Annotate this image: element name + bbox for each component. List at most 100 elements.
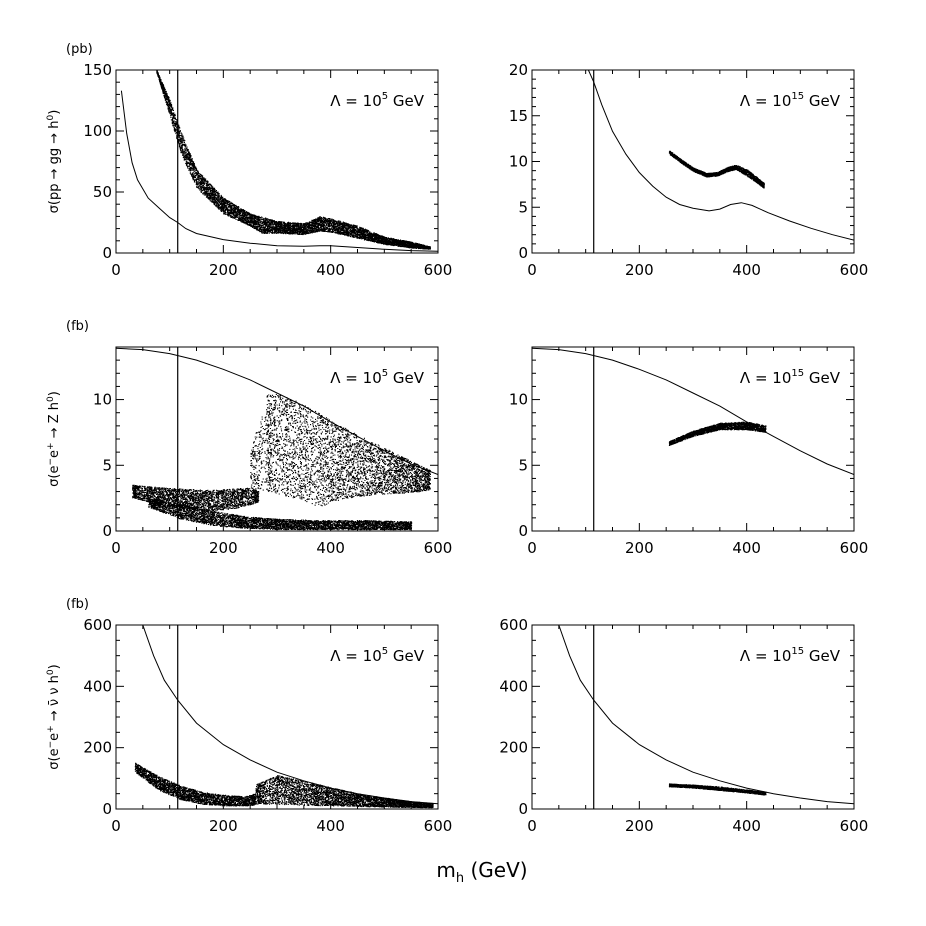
y-tick-label: 600 [499,616,528,634]
x-tick-label: 200 [209,817,238,835]
x-tick-label: 400 [732,261,761,279]
y-tick-label: 200 [83,739,112,757]
scatter-point [156,70,431,250]
x-axis-title-main: m [436,858,455,882]
y-axis-title-part: 0 [46,396,56,402]
scatter-point [668,783,767,796]
panel-vvh-low: 0 200 400 600 0 200 400 600 Λ = 105 GeV [83,616,452,835]
x-tick-label: 200 [625,817,654,835]
lambda-annotation-prefix: Λ = 10 [330,92,381,110]
y-tick-label: 0 [102,800,112,818]
y-tick-label: 400 [499,677,528,695]
sm-curve [532,347,854,475]
y-tick-label: 10 [509,153,528,171]
x-tick-label: 0 [527,539,537,557]
y-tick-label: 5 [102,456,112,474]
axis-ticks [115,69,439,254]
lambda-annotation-suffix: GeV [388,647,425,665]
y-axis-title-part: → Z h [47,402,62,442]
lambda-annotation: Λ = 1015 GeV [740,91,841,110]
lambda-annotation-exp: 15 [791,368,804,379]
x-tick-label: 400 [316,817,345,835]
lambda-annotation-exp: 15 [791,91,804,102]
y-tick-label: 10 [509,391,528,409]
lambda-annotation-exp: 15 [791,646,804,657]
axis-ticks [115,346,439,532]
sm-curve [116,347,438,475]
y-tick-label: 0 [102,244,112,262]
x-tick-label: 600 [424,539,453,557]
y-axis-title-part: e [47,450,62,458]
x-tick-label: 200 [625,261,654,279]
unit-label: (fb) [66,597,89,612]
scatter-point [668,150,765,189]
scatter-point [668,421,767,447]
scatter-point [250,407,270,492]
scatter-points [668,783,767,796]
y-axis-title-part: σ(e [47,466,62,487]
sm-curve [587,70,854,241]
sm-curve [558,625,854,805]
y-tick-label: 100 [83,122,112,140]
x-tick-label: 0 [527,817,537,835]
lambda-annotation-suffix: GeV [804,369,841,387]
lambda-annotation: Λ = 105 GeV [330,368,424,387]
unit-label: (pb) [66,42,93,57]
x-tick-label: 600 [424,261,453,279]
x-tick-label: 400 [732,539,761,557]
y-axis-title-part: − [46,741,56,749]
y-tick-label: 0 [518,244,528,262]
axis-ticks [531,346,855,532]
x-tick-label: 400 [316,539,345,557]
y-axis-title-part: 0 [46,669,56,675]
unit-label: (fb) [66,319,89,334]
x-tick-label: 0 [111,261,121,279]
lambda-annotation-exp: 5 [382,368,388,379]
lambda-annotation-prefix: Λ = 10 [740,92,791,110]
y-axis-title-part: ) [47,391,62,396]
lambda-annotation-prefix: Λ = 10 [740,647,791,665]
lambda-annotation-exp: 5 [382,646,388,657]
y-axis-title-part: ) [47,664,62,669]
lambda-annotation: Λ = 1015 GeV [740,646,841,665]
sm-curve [120,90,438,252]
panel-ggh-low: 0 200 400 600 0 50 100 150 Λ = 105 GeV [83,61,452,279]
x-tick-label: 600 [840,539,869,557]
y-axis-title-part: 0 [46,114,56,120]
x-axis-title-sub: h [456,871,464,886]
panel-zh-high: 0 200 400 600 0 5 10 Λ = 1015 GeV [509,346,869,557]
axis-ticks [115,624,439,810]
x-tick-label: 600 [840,261,869,279]
x-tick-label: 0 [111,817,121,835]
scatter-points [156,70,431,250]
x-tick-label: 200 [625,539,654,557]
lambda-annotation-suffix: GeV [804,647,841,665]
lambda-annotation-suffix: GeV [804,92,841,110]
panel-vvh-high: 0 200 400 600 0 200 400 600 Λ = 1015 GeV [499,616,868,835]
y-tick-label: 0 [102,522,112,540]
y-tick-label: 400 [83,677,112,695]
lambda-annotation: Λ = 1015 GeV [740,368,841,387]
y-tick-label: 5 [518,198,528,216]
x-axis-title: mh (GeV) [436,858,527,886]
scatter-points [134,762,434,809]
y-tick-label: 15 [509,107,528,125]
lambda-annotation-prefix: Λ = 10 [330,647,381,665]
lambda-annotation-suffix: GeV [388,369,425,387]
y-axis-title-part: − [46,458,56,466]
y-tick-label: 10 [93,391,112,409]
y-axis-title-part: ) [47,110,62,115]
y-axis-title-part: σ(pp → gg → h [47,120,62,213]
y-axis-title-part: e [47,733,62,741]
lambda-annotation-prefix: Λ = 10 [740,369,791,387]
y-tick-label: 5 [518,456,528,474]
y-tick-label: 20 [509,61,528,79]
y-axis-title: σ(e−e+ → ν̄ ν h0) [46,664,62,769]
x-tick-label: 400 [316,261,345,279]
lambda-annotation: Λ = 105 GeV [330,646,424,665]
x-axis-title-unit: (GeV) [464,858,527,882]
x-tick-label: 600 [424,817,453,835]
x-tick-label: 600 [840,817,869,835]
